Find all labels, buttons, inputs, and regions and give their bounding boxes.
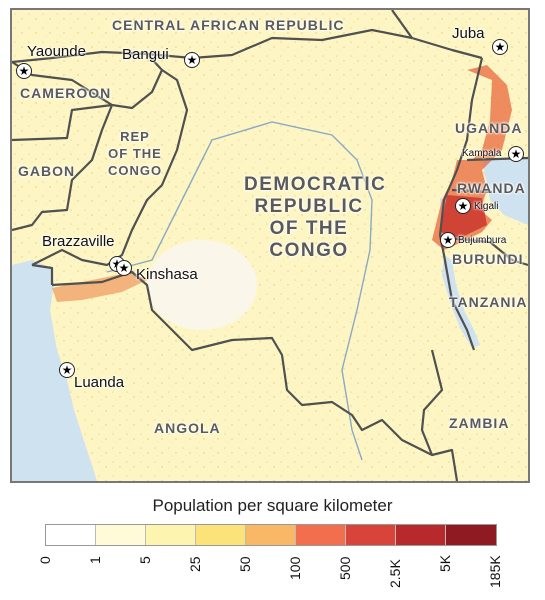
city-brazzaville: Brazzaville xyxy=(42,233,115,250)
congo-river xyxy=(106,121,373,461)
city-kinshasa: Kinshasa xyxy=(136,266,198,283)
label-rep-line-1: REP xyxy=(120,129,150,144)
border-drc-south xyxy=(51,270,459,481)
city-bangui: Bangui xyxy=(122,46,169,63)
label-drc-line-1: DEMOCRATIC xyxy=(244,174,387,195)
label-drc-line-2: REPUBLIC xyxy=(254,196,364,217)
border-gabon-rep xyxy=(12,103,114,232)
lake-tanganyika xyxy=(442,255,480,348)
legend-swatch xyxy=(346,525,396,545)
label-drc-line-3: OF THE xyxy=(269,218,349,239)
star-icon: ★ xyxy=(508,146,524,162)
border-zambia xyxy=(420,349,444,456)
label-gabon: GABON xyxy=(18,163,76,179)
star-icon: ★ xyxy=(455,198,471,214)
star-icon: ★ xyxy=(440,232,456,248)
label-rwanda: RWANDA xyxy=(457,180,526,196)
city-kampala: Kampala xyxy=(462,148,502,159)
label-burundi: BURUNDI xyxy=(452,251,524,267)
border-car-south xyxy=(12,28,483,64)
city-yaounde: Yaounde xyxy=(27,43,86,60)
star-icon: ★ xyxy=(184,52,200,68)
city-juba: Juba xyxy=(452,25,485,42)
label-cameroon: CAMEROON xyxy=(20,85,112,101)
border-coast xyxy=(31,263,54,285)
border-tanzania xyxy=(489,241,528,267)
legend-swatch xyxy=(296,525,346,545)
star-icon: ★ xyxy=(59,362,75,378)
city-kigali: Kigali xyxy=(474,201,499,212)
legend-swatch xyxy=(446,525,496,545)
star-icon: ★ xyxy=(16,63,32,79)
label-zambia: ZAMBIA xyxy=(449,415,510,431)
legend-tick-label: 500 xyxy=(337,556,353,580)
dense-rwanda xyxy=(440,195,487,238)
legend-tick-label: 50 xyxy=(237,556,253,572)
border-car-east xyxy=(391,10,413,39)
legend-tick-label: 25 xyxy=(187,556,203,572)
city-luanda: Luanda xyxy=(74,374,125,391)
label-democratic-republic-of-the-congo: DEMOCRATIC REPUBLIC OF THE CONGO xyxy=(244,174,387,262)
border-drc-east xyxy=(438,57,484,351)
legend-swatch xyxy=(146,525,196,545)
city-bujumbura: Bujumbura xyxy=(458,235,507,246)
atlantic-ocean xyxy=(12,260,97,481)
legend-tick-label: 0 xyxy=(37,556,53,564)
label-central-african-republic: CENTRAL AFRICAN REPUBLIC xyxy=(112,17,345,33)
border-cameroon xyxy=(12,53,164,110)
legend-tick-label: 185K xyxy=(487,555,503,588)
label-uganda: UGANDA xyxy=(455,120,523,136)
dense-kinshasa xyxy=(52,272,147,302)
sparse-region xyxy=(147,240,257,330)
legend-tick-label: 2.5K xyxy=(387,559,403,588)
legend-swatch xyxy=(96,525,146,545)
legend-swatch xyxy=(246,525,296,545)
label-drc-line-4: CONGO xyxy=(269,240,349,261)
legend-swatch xyxy=(396,525,446,545)
legend-tick-label: 5 xyxy=(137,556,153,564)
lake-victoria xyxy=(482,158,528,225)
legend-swatch xyxy=(46,525,96,545)
label-angola: ANGOLA xyxy=(154,420,221,436)
map-frame: CENTRAL AFRICAN REPUBLIC CAMEROON GABON … xyxy=(10,8,530,483)
label-rep-line-2: OF THE xyxy=(108,146,162,161)
legend-swatch xyxy=(196,525,246,545)
legend-tick-label: 5K xyxy=(437,554,453,572)
label-tanzania: TANZANIA xyxy=(449,294,528,310)
legend-tick-label: 100 xyxy=(287,556,303,580)
star-icon: ★ xyxy=(492,39,508,55)
legend-tick-label: 1 xyxy=(87,556,103,564)
label-republic-of-the-congo: REP OF THE CONGO xyxy=(100,128,170,179)
legend-title: Population per square kilometer xyxy=(152,496,393,515)
star-icon: ★ xyxy=(116,260,132,276)
legend-color-bar xyxy=(45,524,497,546)
border-rep-drc xyxy=(31,69,189,267)
label-rep-line-3: CONGO xyxy=(107,163,163,178)
